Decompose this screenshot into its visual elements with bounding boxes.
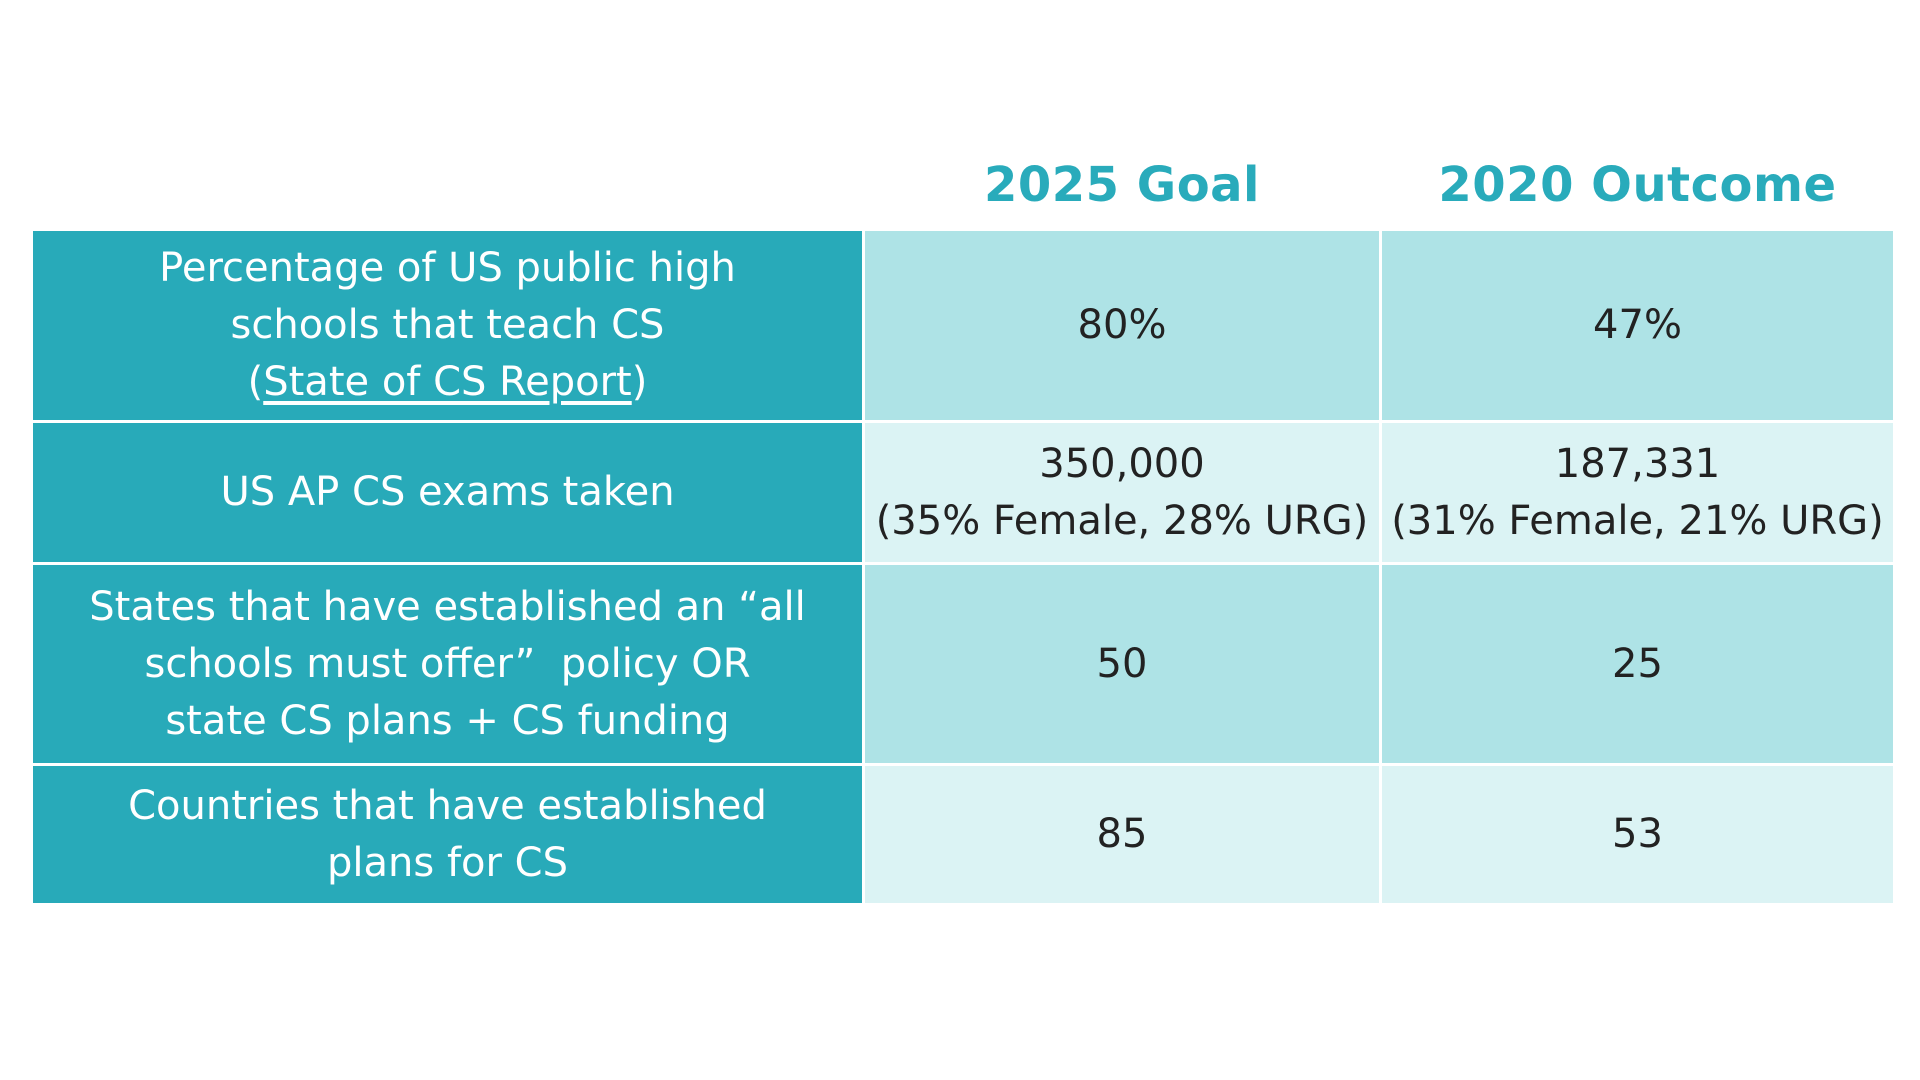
row-label-line: plans for CS [327,839,568,886]
row-label-line: Countries that have established [128,782,767,829]
row-label-line: Percentage of US public high [159,245,736,291]
outcome-value-line: 187,331 [1554,440,1721,487]
row-label-line: schools that teach CS [230,302,665,348]
outcome-value-line: 47% [1593,302,1682,348]
row-label: States that have established an “all sch… [33,565,862,763]
table-header-row: 2025 Goal 2020 Outcome [33,145,1893,225]
table-row: States that have established an “all sch… [33,565,1893,763]
outcome-value: 47% [1382,231,1893,420]
goal-value-line: 50 [1096,640,1148,687]
row-label: US AP CS exams taken [33,423,862,562]
goal-value-line: 85 [1096,811,1148,857]
row-label: Percentage of US public high schools tha… [33,231,862,420]
link-paren-close: ) [631,359,648,405]
row-label-line: schools must offer” policy OR [144,640,751,687]
header-2025-goal: 2025 Goal [983,157,1261,213]
outcome-value-line: 53 [1612,811,1663,857]
row-label-line: States that have established an “all [89,583,806,630]
goal-value: 80% [865,231,1379,420]
goal-value: 350,000 (35% Female, 28% URG) [865,423,1379,562]
link-paren-open: ( [247,359,264,405]
outcome-value: 25 [1382,565,1893,763]
table-row: Percentage of US public high schools tha… [33,231,1893,420]
header-2020-outcome: 2020 Outcome [1438,157,1837,213]
table-row: US AP CS exams taken 350,000 (35% Female… [33,423,1893,562]
goal-value-line: 350,000 [1039,440,1205,487]
state-of-cs-report-link[interactable]: State of CS Report [263,359,632,405]
outcome-value: 187,331 (31% Female, 21% URG) [1382,423,1893,562]
outcome-value-line: (31% Female, 21% URG) [1391,497,1884,544]
outcome-value: 53 [1382,766,1893,903]
row-label: Countries that have established plans fo… [33,766,862,903]
goal-value: 50 [865,565,1379,763]
row-label-line: US AP CS exams taken [220,469,675,515]
outcome-value-line: 25 [1612,640,1663,687]
goal-value-line: 80% [1077,302,1167,348]
table-row: Countries that have established plans fo… [33,766,1893,903]
goal-value-line: (35% Female, 28% URG) [875,497,1369,544]
row-label-line: (State of CS Report) [159,354,736,411]
row-label-line: state CS plans + CS funding [165,697,730,744]
goal-value: 85 [865,766,1379,903]
